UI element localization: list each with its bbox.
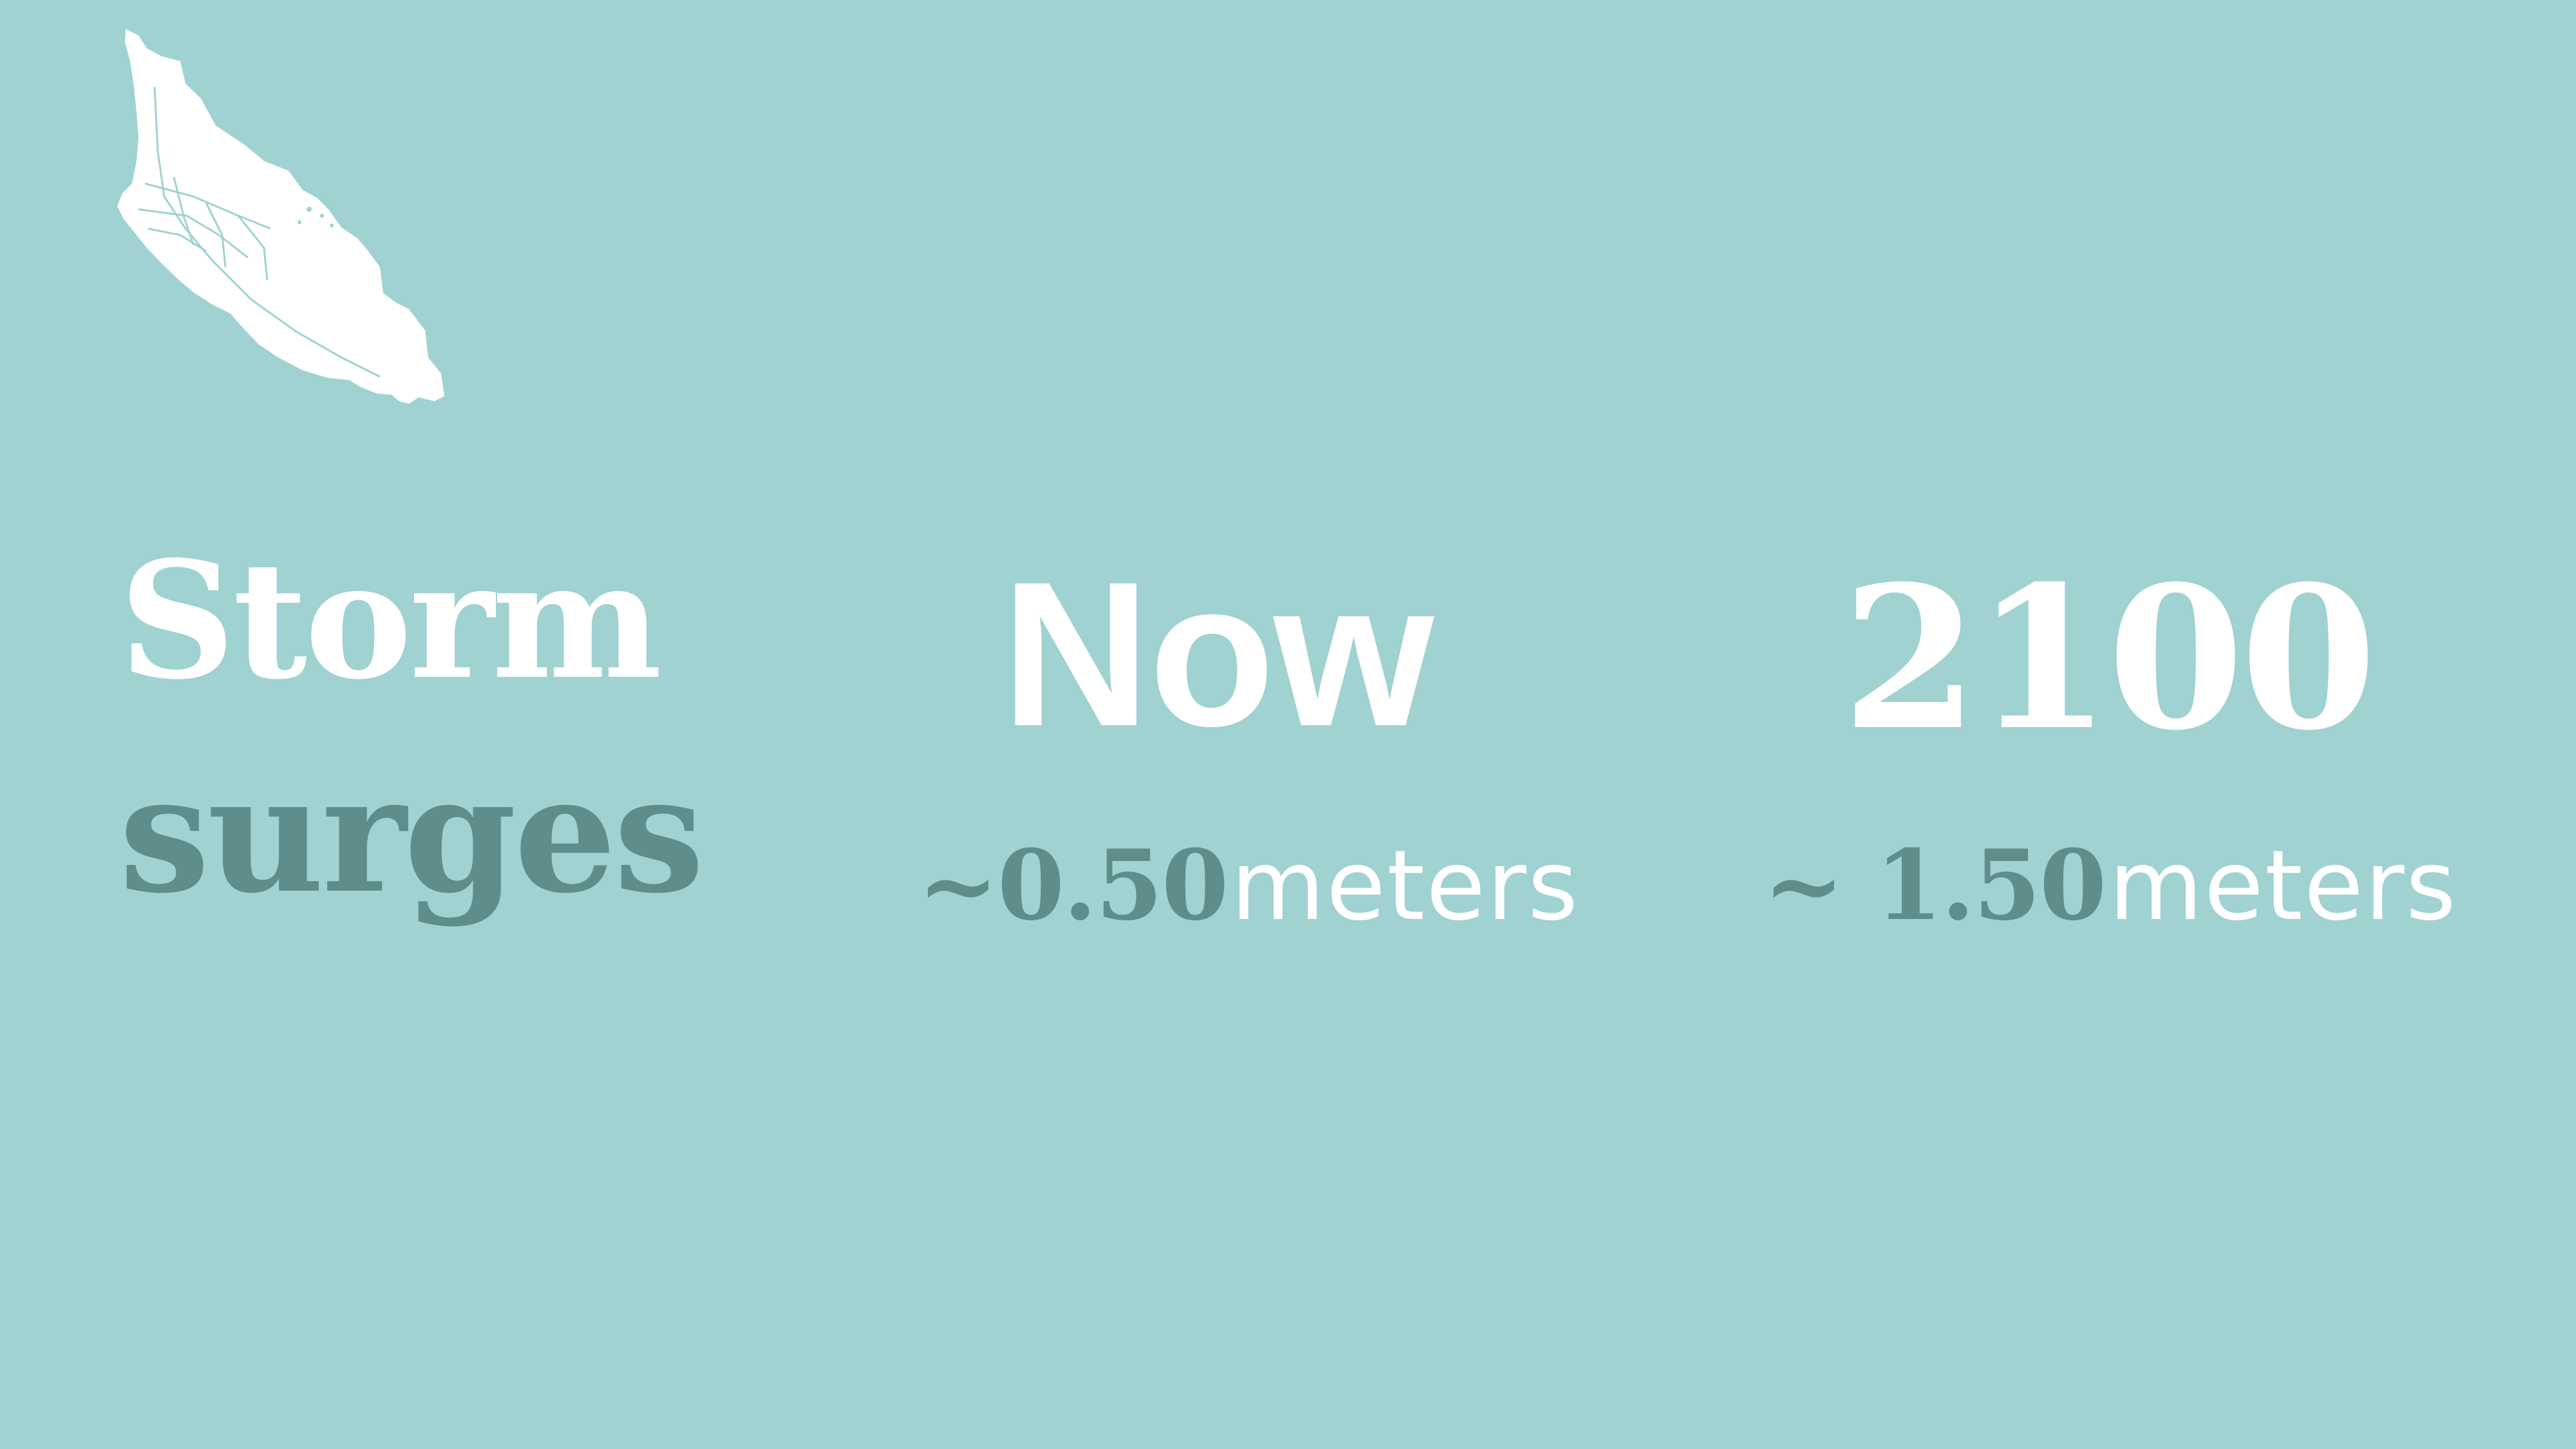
value-row-2100: ~ 1.50 meters bbox=[1763, 837, 2458, 934]
value-now: ~0.50 bbox=[918, 829, 1229, 942]
title-line-1: Storm bbox=[119, 526, 662, 715]
value-row-now: ~0.50 meters bbox=[918, 837, 1579, 934]
column-heading-now: Now bbox=[1001, 538, 1434, 769]
column-heading-2100: 2100 bbox=[1842, 543, 2377, 773]
island-map-icon bbox=[109, 23, 470, 409]
unit-2100: meters bbox=[2108, 830, 2458, 942]
title-line-2: surges bbox=[119, 739, 705, 929]
unit-now: meters bbox=[1231, 830, 1580, 942]
value-2100: ~ 1.50 bbox=[1763, 829, 2107, 942]
